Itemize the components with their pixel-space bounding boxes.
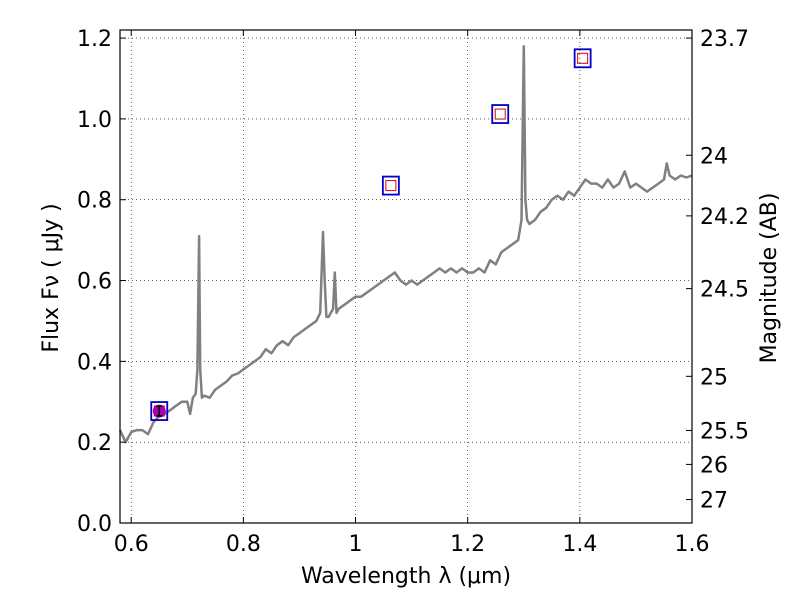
y-tick-label: 0.6 (77, 270, 112, 295)
photometry-box (491, 104, 510, 124)
x-axis-label: Wavelength λ (μm) (301, 564, 511, 589)
y-tick-label: 0.2 (77, 431, 112, 456)
x-axis-ticks: 0.6 0.8 1 1.2 1.4 1.6 (114, 30, 710, 557)
photometry-box (381, 175, 400, 196)
mag-tick-label: 24.2 (700, 205, 749, 230)
mag-tick-label: 25 (700, 365, 728, 390)
x-tick-label: 1.4 (562, 532, 597, 557)
photometry-markers (150, 48, 592, 421)
y-axis-ticks: 0.0 0.2 0.4 0.6 0.8 1.0 1.2 (77, 27, 126, 537)
grid-lines (120, 30, 693, 524)
mag-tick-label: 24.5 (700, 278, 749, 303)
photometry-box (150, 401, 169, 421)
mag-tick-label: 27 (700, 489, 728, 514)
photometry-inner-box (494, 108, 506, 120)
photometry-inner-box (577, 52, 589, 64)
y-tick-label: 0.4 (77, 350, 112, 375)
right-axis-label: Magnitude (AB) (757, 193, 782, 364)
right-magnitude-ticks: 23.7 24 24.2 24.5 25 25.5 26 27 (686, 27, 749, 514)
mag-tick-label: 24 (700, 144, 728, 169)
spectrum-series (118, 44, 693, 444)
y-tick-label: 0.0 (77, 512, 112, 537)
mag-tick-label: 23.7 (700, 27, 749, 52)
x-tick-label: 0.6 (114, 532, 149, 557)
mag-tick-label: 26 (700, 453, 728, 478)
mag-tick-label: 25.5 (700, 419, 749, 444)
y-tick-label: 1.0 (77, 108, 112, 133)
spectrum-line (118, 44, 693, 444)
x-tick-label: 0.8 (226, 532, 261, 557)
x-tick-label: 1.6 (675, 532, 710, 557)
plot-frame (119, 29, 693, 524)
y-axis-label: Flux Fν ( μJy ) (39, 203, 64, 352)
y-tick-label: 1.2 (77, 27, 112, 52)
x-tick-label: 1 (349, 532, 363, 557)
x-tick-label: 1.2 (450, 532, 485, 557)
photometry-box (573, 48, 592, 69)
y-tick-label: 0.8 (77, 189, 112, 214)
photometry-inner-box (385, 180, 397, 192)
